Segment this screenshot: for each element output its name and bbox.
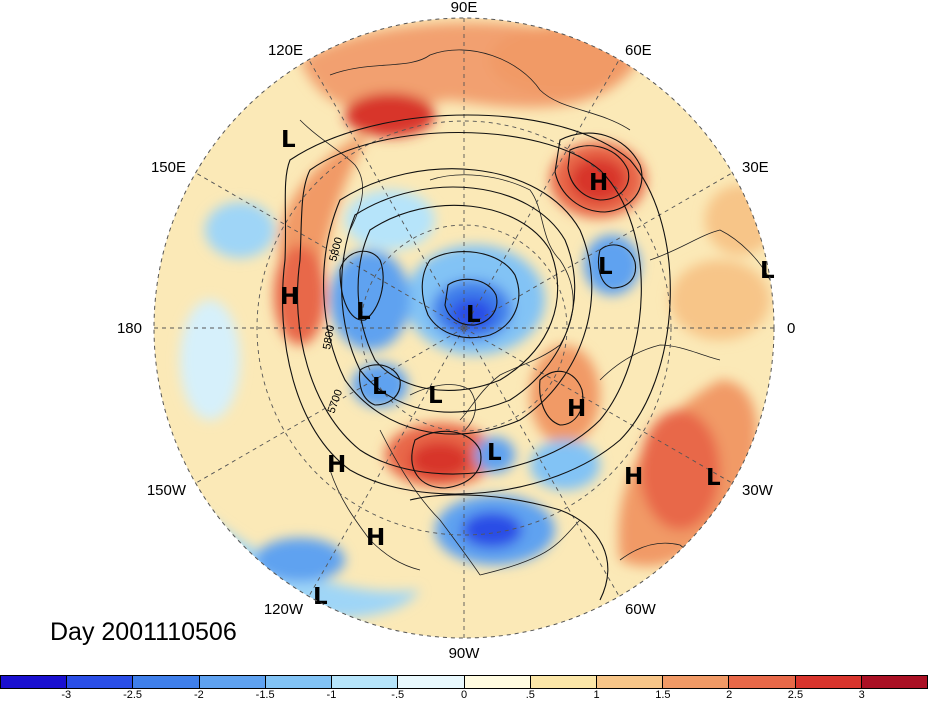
colorbar-tick-label: -1 [326,689,337,701]
colorbar-tick-label: 0 [460,689,468,701]
pressure-centers: L H L L H L L L L L H L H L H H L [280,127,775,610]
pressure-center-label: L [356,299,371,325]
colorbar-segment [464,676,531,688]
colorbar [0,675,928,689]
colorbar-tick-label: -.5 [391,689,405,701]
lon-label-60w: 60W [625,601,657,618]
colorbar-tick-label: -1.5 [255,689,275,701]
colorbar-segment [663,676,730,688]
colorbar-tick-label: 1.5 [655,689,671,701]
colorbar-tick-label: 3 [858,689,865,701]
lon-label-30e: 30E [742,159,769,176]
pressure-center-label: L [706,465,721,491]
lon-label-90e: 90E [451,0,478,16]
colorbar-tick-label: .5 [525,689,535,701]
coastlines [299,49,771,601]
pressure-center-label: L [281,127,296,153]
height-contours [282,114,671,601]
lon-label-180: 180 [117,320,142,337]
lon-label-120w: 120W [264,601,304,618]
pressure-center-label: H [624,464,643,490]
pressure-center-label: L [598,254,613,280]
figure-title: Day 2001110506 [50,618,237,646]
pressure-center-label: L [428,383,443,409]
graticule [154,18,774,638]
colorbar-segment [398,676,465,688]
pressure-center-label: H [280,284,299,310]
pressure-center-label: L [487,440,502,466]
colorbar-segment [332,676,399,688]
contour-label: 5800 [321,324,337,350]
colorbar-segment [795,676,862,688]
pressure-center-label: L [760,258,775,284]
colorbar-tick-label: -3 [61,689,72,701]
pressure-center-label: H [567,396,586,422]
colorbar-segment [199,676,266,688]
pressure-center-label: H [589,170,608,196]
pressure-center-label: L [313,584,328,610]
colorbar-segment [861,676,928,688]
lon-label-60e: 60E [625,42,652,59]
lon-label-90w: 90W [449,645,481,662]
lon-label-0: 0 [787,320,795,337]
colorbar-segment [530,676,597,688]
colorbar-tick-label: -2.5 [123,689,143,701]
lon-label-30w: 30W [742,482,774,499]
longitude-labels: 90E 60E 30E 0 30W 60W 90W 120W 150W 180 … [117,0,795,662]
lon-label-120e: 120E [268,42,303,59]
colorbar-segment [67,676,134,688]
lon-label-150e: 150E [151,159,186,176]
colorbar-segment [596,676,664,688]
pressure-center-label: H [327,452,346,478]
pressure-center-label: L [372,374,387,400]
colorbar-segment [729,676,796,688]
colorbar-segment [133,676,200,688]
pressure-center-label: H [366,525,385,551]
pressure-center-label: L [466,302,481,328]
colorbar-tick-label: 1 [593,689,600,701]
map-boundary [153,17,775,639]
colorbar-tick-label: 2 [726,689,733,701]
colorbar-segment [265,676,333,688]
colorbar-tick-label: -2 [193,689,204,701]
colorbar-segment [1,676,68,688]
colorbar-tick-label: 2.5 [787,689,804,701]
lon-label-150w: 150W [147,482,187,499]
